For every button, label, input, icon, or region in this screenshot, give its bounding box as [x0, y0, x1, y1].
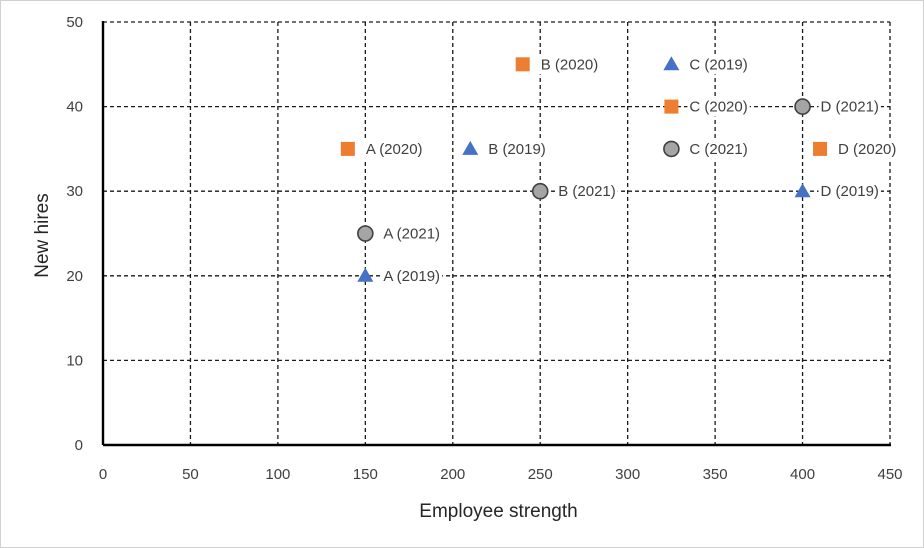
- point-label: A (2020): [366, 141, 423, 158]
- point-label-background: [687, 97, 750, 117]
- y-tick-label: 0: [75, 437, 83, 454]
- y-tick-label: 20: [66, 268, 83, 285]
- triangle-marker: [462, 140, 479, 155]
- x-tick-label: 200: [440, 466, 465, 483]
- axes: [101, 21, 891, 447]
- point-label: D (2019): [821, 183, 879, 200]
- y-tick-label: 30: [66, 183, 83, 200]
- data-points: [340, 56, 828, 282]
- y-axis-title: New hires: [32, 193, 53, 277]
- point-label-background: [818, 182, 881, 202]
- point-label-background: [836, 139, 899, 159]
- square-marker: [813, 141, 828, 156]
- circle-marker: [663, 140, 680, 158]
- square-marker: [664, 99, 679, 114]
- point-label: C (2019): [689, 56, 747, 73]
- point-label-background: [363, 139, 425, 159]
- x-tick-label: 250: [528, 466, 553, 483]
- point-label: C (2021): [689, 141, 747, 158]
- point-label: B (2019): [488, 141, 546, 158]
- x-tick-label: 50: [182, 466, 199, 483]
- point-label-background: [687, 55, 750, 75]
- square-marker: [340, 141, 355, 156]
- point-label: C (2020): [689, 99, 747, 116]
- point-labels: A (2019) B (2019) C (2019) D (2019) A (2020)…: [363, 55, 899, 286]
- x-tick-label: 350: [703, 466, 728, 483]
- point-label: B (2021): [558, 183, 616, 200]
- point-label-background: [538, 55, 601, 75]
- point-label-background: [556, 182, 618, 202]
- y-tick-label: 10: [66, 352, 83, 369]
- point-label-background: [486, 139, 548, 159]
- point-label-background: [818, 97, 881, 117]
- y-tick-label: 40: [66, 99, 83, 116]
- triangle-marker: [794, 183, 811, 198]
- y-tick-label: 50: [66, 14, 83, 31]
- point-label: D (2020): [838, 141, 896, 158]
- point-label-background: [381, 266, 443, 286]
- triangle-marker: [357, 267, 374, 282]
- point-label: D (2021): [821, 99, 879, 116]
- x-tick-label: 150: [353, 466, 378, 483]
- x-tick-label: 450: [877, 466, 902, 483]
- x-tick-label: 400: [790, 466, 815, 483]
- point-label: A (2021): [383, 226, 440, 243]
- circle-marker: [531, 182, 549, 200]
- x-tick-label: 100: [265, 466, 290, 483]
- x-tick-label: 0: [99, 466, 107, 483]
- point-label: B (2020): [541, 56, 599, 73]
- gridlines: [103, 21, 891, 445]
- circle-marker: [357, 225, 374, 242]
- point-label: A (2019): [383, 268, 440, 285]
- triangle-marker: [663, 56, 680, 71]
- point-label-background: [381, 224, 443, 244]
- square-marker: [515, 57, 530, 72]
- circle-marker: [794, 98, 811, 115]
- x-axis-title: Employee strength: [419, 501, 577, 522]
- x-tick-label: 300: [615, 466, 640, 483]
- tick-labels: 0 50 100 150 200 250 300 350 400 450 0 10 20 30 40 50: [66, 14, 902, 483]
- point-label-background: [687, 139, 750, 159]
